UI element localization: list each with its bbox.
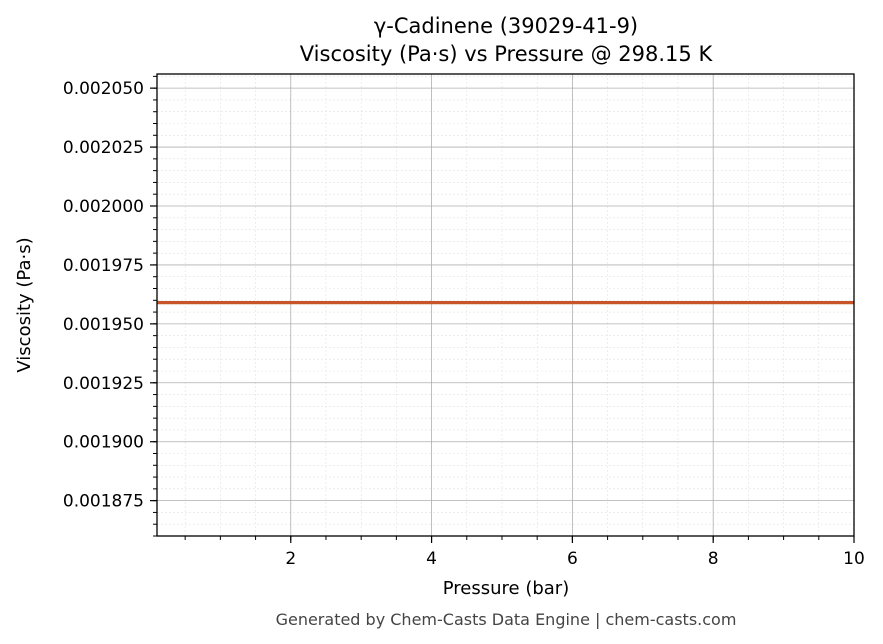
y-tick-label: 0.001925 — [63, 374, 144, 394]
y-tick-label: 0.001875 — [63, 492, 144, 512]
x-axis-ticks: 2 4 6 8 10 — [184, 536, 865, 569]
y-axis-label: Viscosity (Pa·s) — [14, 237, 35, 372]
major-grid — [157, 74, 855, 536]
y-tick-label: 0.002050 — [63, 79, 144, 99]
plot-frame — [156, 73, 855, 537]
chart-title-line-2: Viscosity (Pa·s) vs Pressure @ 298.15 K — [300, 42, 714, 66]
x-tick-label: 8 — [708, 549, 719, 569]
y-axis-ticks: 0.001875 0.001900 0.001925 0.001950 0.001975… — [63, 75, 157, 537]
x-axis-label: Pressure (bar) — [443, 578, 569, 599]
chart-title-line-1: γ-Cadinene (39029-41-9) — [374, 14, 638, 38]
footer-credit: Generated by Chem-Casts Data Engine | ch… — [276, 610, 737, 629]
x-tick-label: 4 — [426, 549, 437, 569]
y-tick-label: 0.002025 — [63, 138, 144, 158]
y-tick-label: 0.001950 — [63, 315, 144, 335]
minor-grid — [157, 74, 855, 537]
x-tick-label: 10 — [843, 549, 865, 569]
y-tick-label: 0.001900 — [63, 433, 144, 453]
y-tick-label: 0.001975 — [63, 256, 144, 276]
y-tick-label: 0.002000 — [63, 197, 144, 217]
x-tick-label: 2 — [285, 549, 296, 569]
x-tick-label: 6 — [567, 549, 578, 569]
